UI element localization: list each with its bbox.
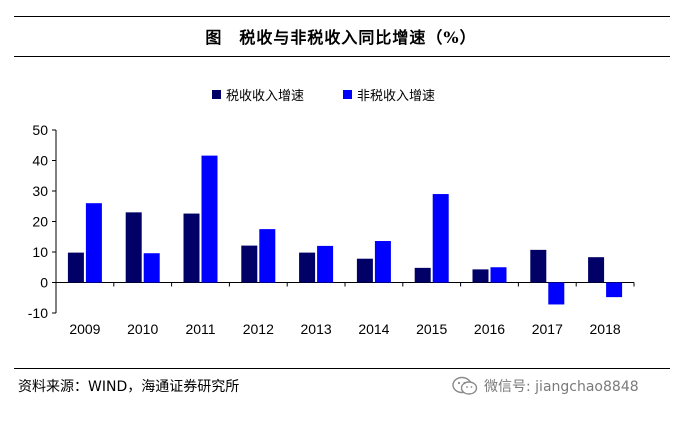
tax-bar-2016 bbox=[472, 269, 489, 283]
watermark: 微信号: jiangchao8848 bbox=[452, 376, 639, 396]
tax-bar-2013 bbox=[299, 252, 316, 283]
y-tick-label: -10 bbox=[28, 305, 48, 321]
wechat-icon bbox=[452, 376, 478, 395]
x-tick-label: 2015 bbox=[416, 321, 447, 337]
y-tick-label: 0 bbox=[40, 275, 48, 291]
tax-bar-2018 bbox=[588, 257, 605, 283]
legend-swatch bbox=[212, 90, 221, 99]
tax-bar-2014 bbox=[356, 258, 373, 283]
legend-label: 税收收入增速 bbox=[226, 89, 304, 104]
tax-bar-2017 bbox=[530, 249, 547, 283]
legend-swatch bbox=[343, 90, 352, 99]
x-tick-label: 2016 bbox=[474, 321, 505, 337]
tax-bar-2011 bbox=[183, 213, 200, 283]
y-tick-label: 50 bbox=[32, 122, 48, 138]
y-tick-label: 20 bbox=[32, 214, 48, 230]
nontax-bar-2018 bbox=[606, 282, 623, 298]
title-rule bbox=[14, 56, 670, 57]
nontax-bar-2010 bbox=[143, 253, 160, 283]
y-tick-label: 30 bbox=[32, 183, 48, 199]
y-tick-label: 10 bbox=[32, 244, 48, 260]
legend-label: 非税收入增速 bbox=[357, 89, 435, 104]
chart-title: 图 税收与非税收入同比增速（%） bbox=[205, 28, 477, 47]
x-tick-label: 2017 bbox=[532, 321, 563, 337]
x-tick-label: 2014 bbox=[358, 321, 389, 337]
nontax-bar-2011 bbox=[201, 155, 218, 283]
tax-bar-2015 bbox=[414, 267, 431, 283]
watermark-text: 微信号: jiangchao8848 bbox=[484, 379, 639, 395]
tax-bar-2009 bbox=[67, 252, 84, 283]
nontax-bar-2014 bbox=[374, 241, 391, 283]
x-tick-label: 2013 bbox=[301, 321, 332, 337]
tax-bar-2012 bbox=[241, 245, 258, 283]
nontax-bar-2016 bbox=[490, 267, 507, 283]
x-tick-label: 2009 bbox=[69, 321, 100, 337]
top-rule bbox=[14, 16, 670, 17]
nontax-bar-2015 bbox=[432, 194, 449, 283]
tax-bar-2010 bbox=[125, 212, 142, 283]
x-tick-label: 2012 bbox=[243, 321, 274, 337]
nontax-bar-2012 bbox=[259, 229, 276, 283]
source-note: 资料来源：WIND，海通证券研究所 bbox=[18, 379, 240, 395]
nontax-bar-2009 bbox=[85, 203, 102, 283]
nontax-bar-2017 bbox=[548, 282, 565, 305]
x-tick-label: 2010 bbox=[127, 321, 158, 337]
nontax-bar-2013 bbox=[317, 245, 334, 283]
x-tick-label: 2018 bbox=[590, 321, 621, 337]
y-tick-label: 40 bbox=[32, 153, 48, 169]
x-tick-label: 2011 bbox=[185, 321, 215, 337]
source-rule bbox=[14, 368, 670, 369]
